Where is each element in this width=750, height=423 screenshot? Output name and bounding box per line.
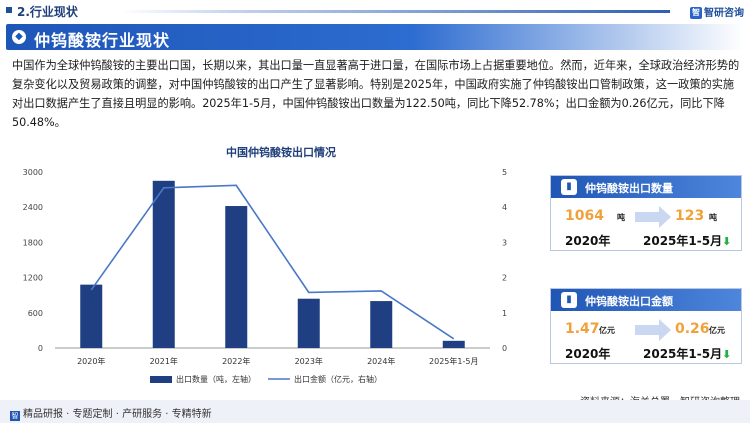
section-rule	[120, 10, 670, 13]
card-header: ▮ 仲钨酸铵出口数量	[551, 176, 741, 198]
value-end: 123	[675, 208, 705, 224]
card-title: 仲钨酸铵出口金额	[585, 295, 673, 308]
export-volume-card: ▮ 仲钨酸铵出口数量 1064 吨 123 吨 2020年 2025年1-5月⬇	[550, 175, 742, 251]
chart-title: 中国仲钨酸铵出口情况	[226, 146, 336, 159]
value-end: 0.26	[675, 321, 710, 337]
label-start: 2020年	[565, 234, 611, 248]
category-label: 2022年	[222, 356, 250, 366]
label-start: 2020年	[565, 347, 611, 361]
down-arrow-icon: ⬇	[722, 348, 732, 361]
label-end-text: 2025年1-5月	[643, 347, 723, 361]
unit-start: 亿元	[599, 326, 615, 335]
right-tick-label: 4	[502, 203, 507, 212]
left-tick-label: 1200	[23, 274, 43, 283]
unit-start: 吨	[617, 213, 625, 222]
card-title: 仲钨酸铵出口数量	[585, 182, 673, 195]
category-label: 2024年	[367, 356, 395, 366]
left-tick-label: 1800	[23, 238, 43, 247]
top-bar: 2.行业现状 智智研咨询	[0, 0, 750, 22]
chart-icon: ▮	[561, 179, 577, 195]
left-tick-label: 600	[28, 309, 43, 318]
footer-tags-text: 精品研报 · 专题定制 · 产研服务 · 专精特新	[23, 409, 212, 420]
category-label: 2021年	[150, 356, 178, 366]
left-tick-label: 2400	[23, 203, 43, 212]
bar-1	[152, 180, 175, 348]
down-arrow-icon: ⬇	[722, 235, 732, 248]
brand-logo: 智智研咨询	[690, 4, 744, 19]
legend-swatch-bar	[150, 376, 172, 383]
right-tick-label: 5	[502, 168, 507, 177]
label-end-text: 2025年1-5月	[643, 234, 723, 248]
section-title: 2.行业现状	[17, 5, 78, 19]
left-tick-label: 0	[38, 344, 43, 353]
category-label: 2023年	[295, 356, 323, 366]
right-tick-label: 0	[502, 344, 507, 353]
card-header: ▮ 仲钨酸铵出口金额	[551, 289, 741, 311]
bar-0	[80, 284, 103, 348]
right-tick-label: 2	[502, 274, 507, 283]
footer-tags: 智精品研报 · 专题定制 · 产研服务 · 专精特新	[10, 405, 212, 421]
category-label: 2025年1-5月	[429, 356, 478, 366]
export-chart: 0 600 1200 1800 2400 3000 0 1 2 3 4 5 2020年 2021年 2022…	[23, 168, 507, 384]
unit-end: 亿元	[709, 326, 725, 335]
value-start: 1064	[565, 208, 604, 224]
legend-label-bar: 出口数量（吨，左轴）	[176, 374, 256, 384]
logo-icon: 智	[690, 7, 702, 19]
logo-text: 智研咨询	[704, 8, 744, 19]
intro-paragraph: 中国作为全球仲钨酸铵的主要出口国，长期以来，其出口量一直显著高于进口量，在国际市…	[12, 59, 740, 129]
legend-label-line: 出口金额（亿元，右轴）	[294, 374, 382, 384]
value-start: 1.47	[565, 321, 600, 337]
bar-2	[225, 206, 248, 348]
left-tick-label: 3000	[23, 168, 43, 177]
export-value-card: ▮ 仲钨酸铵出口金额 1.47 亿元 0.26 亿元 2020年 2025年1-…	[550, 288, 742, 364]
label-end: 2025年1-5月⬇	[643, 345, 731, 362]
right-tick-label: 1	[502, 309, 507, 318]
arrow-right-icon	[635, 319, 671, 341]
chart-icon: ▮	[561, 292, 577, 308]
bar-5	[442, 340, 465, 348]
unit-end: 吨	[709, 213, 717, 222]
category-label: 2020年	[77, 356, 105, 366]
section-marker	[6, 7, 12, 13]
line-series-export-value	[90, 184, 455, 340]
page-title: 仲钨酸铵行业现状	[34, 31, 171, 50]
label-end: 2025年1-5月⬇	[643, 232, 731, 249]
bar-4	[370, 301, 393, 348]
right-tick-label: 3	[502, 238, 507, 247]
arrow-right-icon	[635, 206, 671, 228]
bar-3	[297, 298, 320, 348]
brand-icon: 智	[10, 411, 20, 421]
banner-bullet-icon: ◆	[12, 30, 26, 44]
footer-bar: 智精品研报 · 专题定制 · 产研服务 · 专精特新	[0, 400, 750, 423]
page-banner: ◆ 仲钨酸铵行业现状	[6, 24, 744, 50]
